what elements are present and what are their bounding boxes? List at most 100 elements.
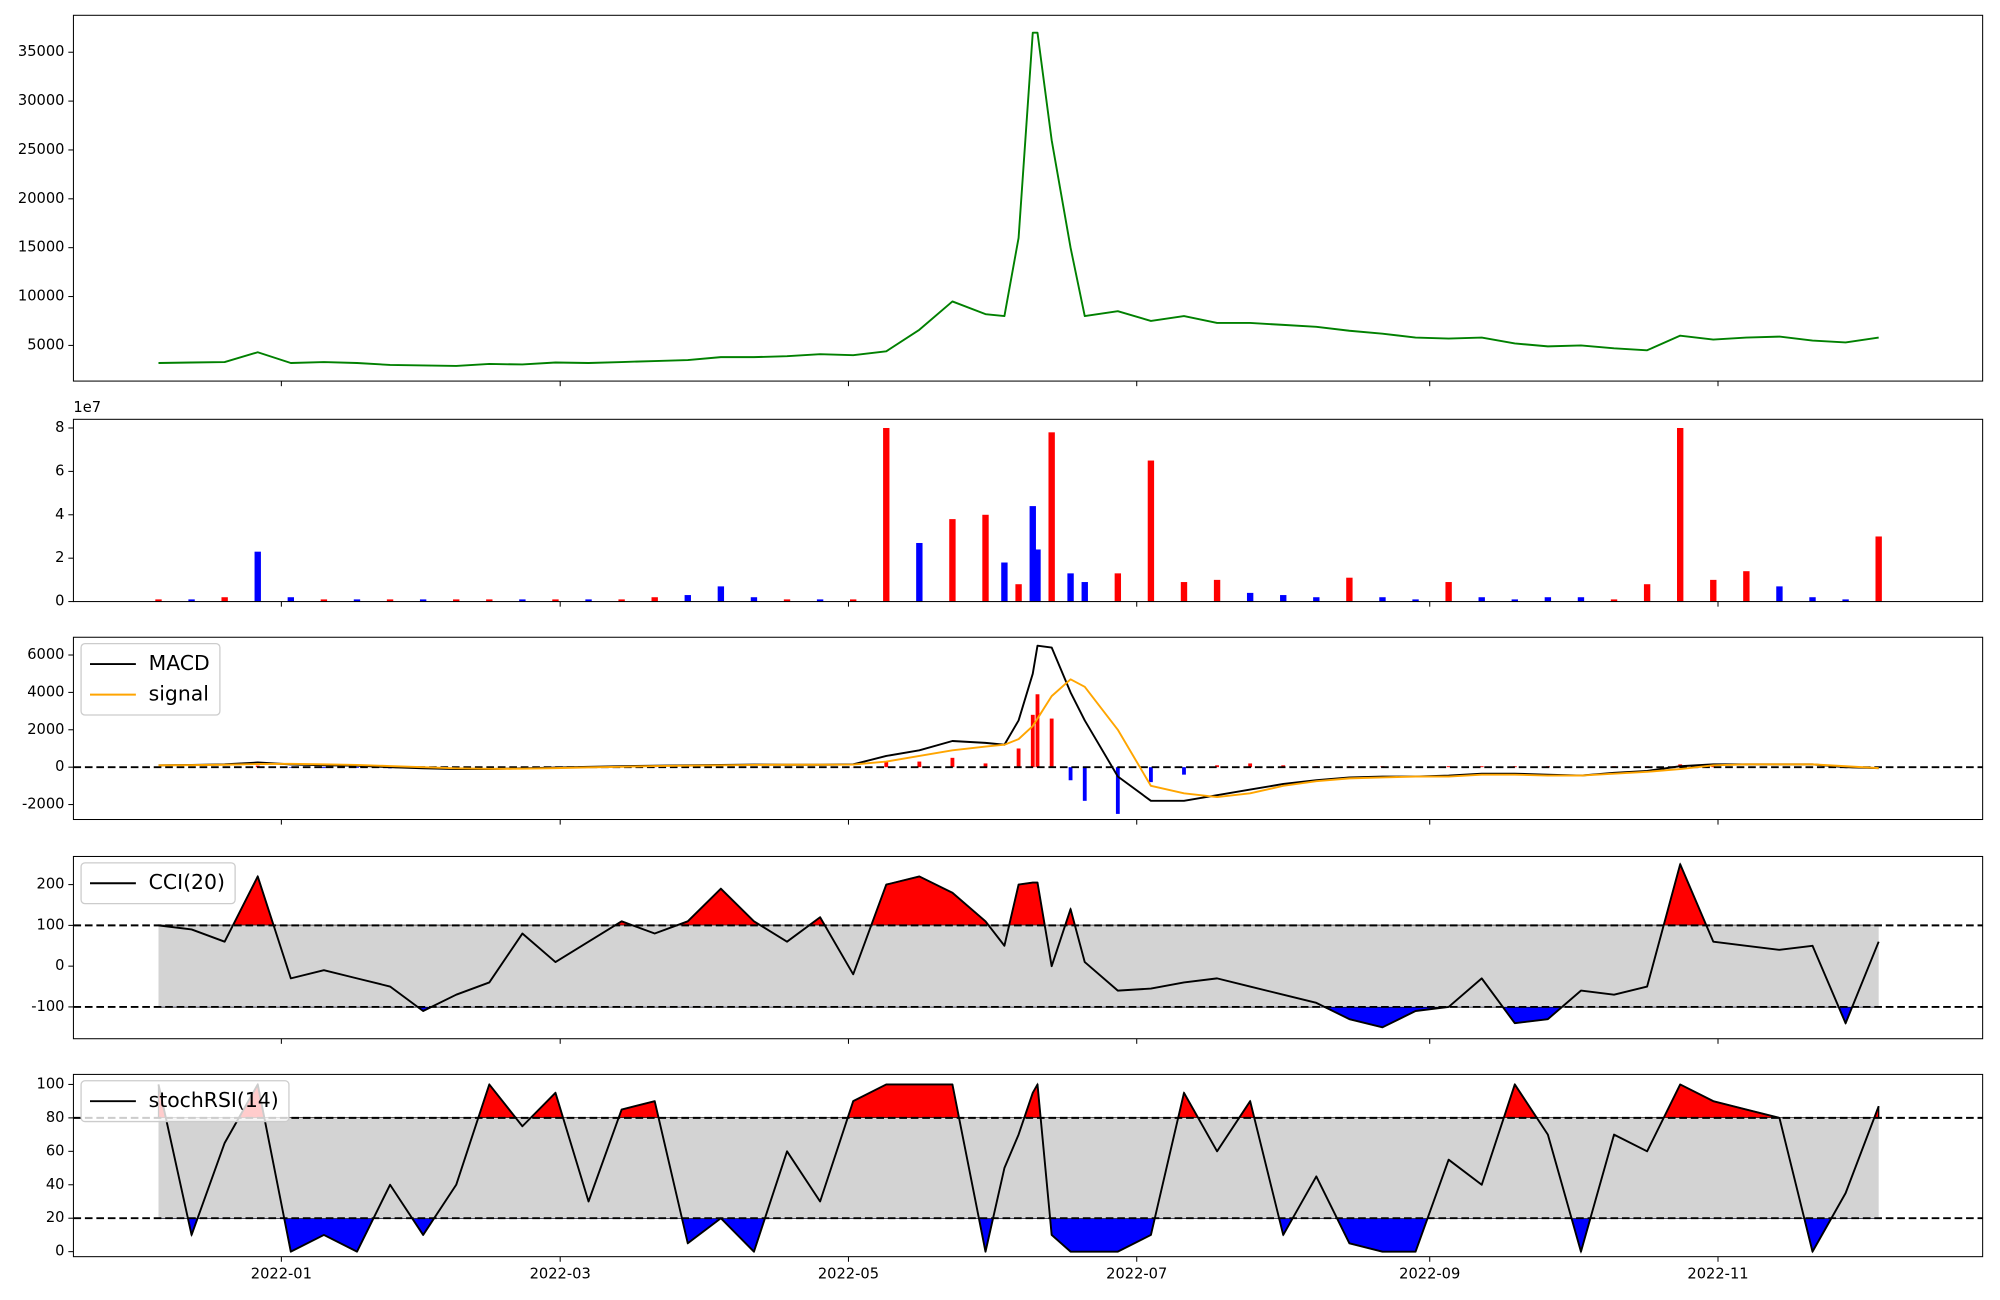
volume-bar: [1809, 597, 1816, 602]
volume-bar: [386, 599, 394, 602]
volume-bar: [419, 599, 427, 602]
volume-bar: [651, 597, 658, 602]
volume-bar: [155, 599, 162, 602]
histogram-bar: [1049, 718, 1054, 768]
volume-bar: [1001, 562, 1008, 602]
axes-frame: [72, 636, 1984, 821]
y-tick-label: 100: [37, 1075, 65, 1092]
volume-bar: [353, 599, 361, 602]
volume-bar: [1081, 582, 1088, 602]
y-tick-label: 2: [55, 549, 64, 566]
y-offset-label: 1e7: [73, 399, 101, 416]
y-tick-label: 60: [46, 1142, 65, 1159]
volume-bar: [221, 597, 228, 602]
x-tick-label: 2022-07: [1106, 1266, 1167, 1283]
histogram-bar: [1446, 766, 1451, 768]
volume-bar: [1511, 599, 1518, 602]
histogram-bar: [1082, 767, 1087, 801]
legend-label: MACD: [149, 651, 210, 675]
legend-label: signal: [149, 682, 209, 706]
volume-bar: [1029, 506, 1036, 602]
volume-bar: [1544, 597, 1552, 602]
series-line: [158, 644, 1879, 802]
y-tick-label: 20000: [18, 190, 65, 207]
histogram-bar: [355, 767, 359, 768]
histogram-bar: [288, 767, 293, 768]
y-tick-label: 6: [55, 462, 64, 479]
volume-bar: [1048, 432, 1055, 602]
legend-box: [80, 862, 236, 905]
y-tick-label: 0: [55, 1243, 64, 1260]
volume-bar: [1034, 549, 1041, 602]
volume-bar: [552, 599, 559, 602]
volume-bar: [1015, 584, 1022, 602]
legend-box: [80, 642, 221, 716]
neutral-band: [158, 925, 1879, 1007]
legend-label: stochRSI(14): [149, 1088, 279, 1112]
volume-bar: [982, 514, 989, 602]
histogram-bar: [1479, 766, 1484, 768]
legend-box: [80, 1080, 290, 1123]
y-tick-label: 4000: [27, 683, 64, 700]
volume-bar: [750, 597, 758, 602]
volume-bar: [320, 599, 328, 602]
histogram-bar: [884, 761, 889, 768]
y-tick-label: 200: [37, 876, 65, 893]
volume-bar: [849, 599, 857, 602]
volume-bar: [1743, 571, 1750, 602]
volume-bar: [486, 599, 493, 602]
volume-bar: [1114, 573, 1122, 602]
y-tick-label: 0: [55, 957, 64, 974]
volume-bar: [684, 595, 691, 602]
y-tick-label: 30000: [18, 92, 65, 109]
y-tick-label: 25000: [18, 141, 65, 158]
volume-bar: [453, 599, 460, 602]
volume-bar: [1478, 597, 1485, 602]
y-tick-label: 2000: [27, 721, 64, 738]
legend: stochRSI(14): [80, 1080, 290, 1123]
y-tick-label: 80: [46, 1109, 65, 1126]
volume-bar: [1842, 599, 1849, 602]
volume-bar: [1346, 577, 1353, 602]
volume-bar: [1875, 536, 1882, 602]
x-tick-label: 2022-11: [1687, 1266, 1748, 1283]
histogram-bar: [1248, 763, 1253, 768]
y-tick-label: 100: [37, 916, 65, 933]
histogram-bar: [1182, 767, 1186, 775]
volume-bar: [783, 599, 791, 602]
y-tick-label: 10000: [18, 288, 65, 305]
volume-bar: [254, 551, 261, 602]
volume-bar: [1180, 582, 1188, 602]
y-tick-label: 0: [55, 593, 64, 610]
volume-bar: [1610, 599, 1618, 602]
volume-bar: [188, 599, 195, 602]
volume-bar: [1067, 573, 1074, 602]
histogram-bar: [1115, 767, 1120, 814]
volume-bar: [1710, 579, 1717, 602]
histogram-bar: [1035, 694, 1040, 768]
axes-frame: [72, 418, 1984, 603]
histogram-bar: [1016, 748, 1021, 768]
axes-frame: [72, 855, 1984, 1040]
x-tick-label: 2022-03: [530, 1266, 591, 1283]
volume-bar: [949, 519, 956, 602]
oversold-fill: [157, 1006, 1880, 1028]
volume-bar: [1776, 586, 1783, 602]
volume-bar: [1246, 592, 1254, 602]
oversold-fill: [157, 1218, 1880, 1254]
x-tick-label: 2022-09: [1399, 1266, 1460, 1283]
volume-bar: [585, 599, 592, 602]
y-tick-label: 4: [55, 506, 64, 523]
y-tick-label: -2000: [22, 796, 65, 813]
y-tick-label: -100: [31, 998, 64, 1015]
x-tick-label: 2022-01: [251, 1266, 312, 1283]
y-tick-label: 8: [55, 419, 64, 436]
y-tick-label: 5000: [27, 336, 64, 353]
y-tick-label: 6000: [27, 646, 64, 663]
x-tick-label: 2022-05: [818, 1266, 879, 1283]
volume-bar: [1147, 460, 1155, 602]
volume-bar: [519, 599, 526, 602]
y-tick-label: 20: [46, 1209, 65, 1226]
volume-bar: [287, 597, 295, 602]
